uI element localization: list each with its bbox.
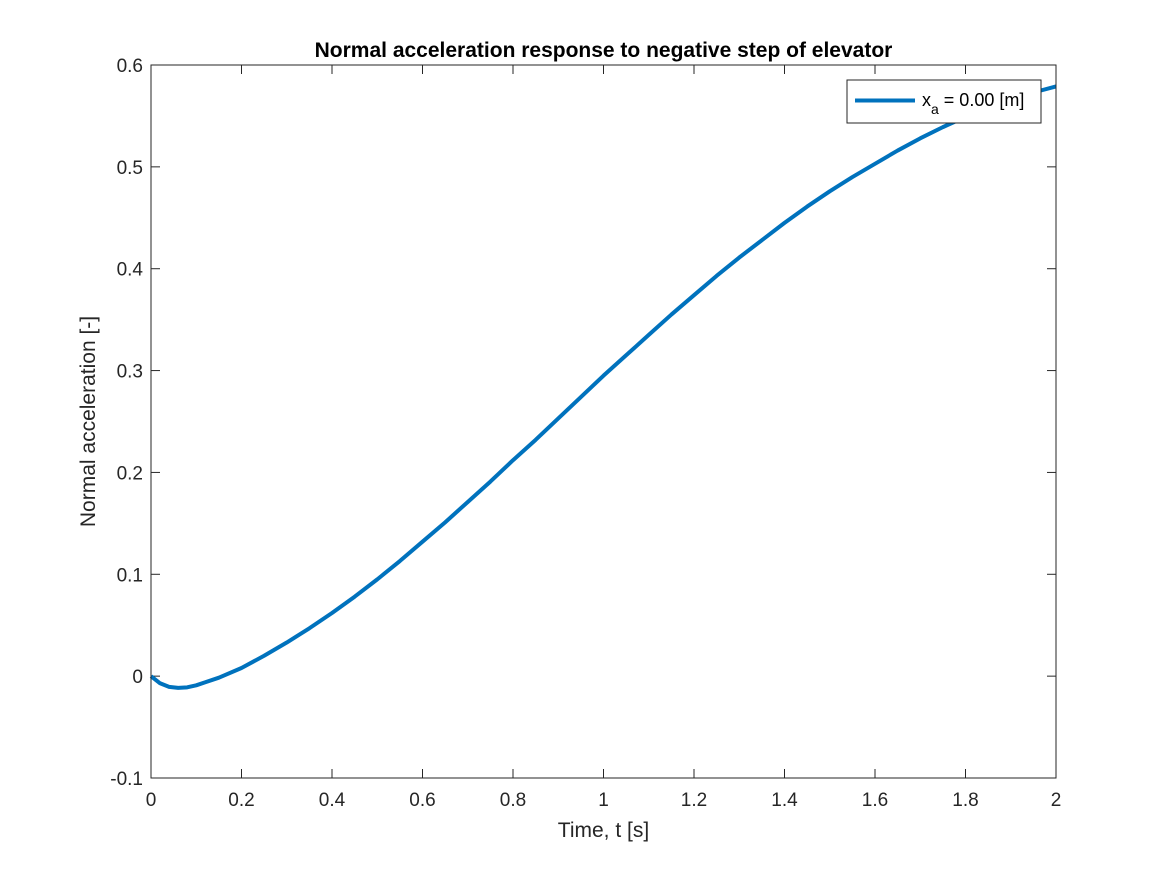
series-layer [149,84,1057,690]
y-tick-label: -0.1 [110,769,143,790]
chart-title: Normal acceleration response to negative… [315,39,893,62]
legend-label-subscript: a [931,101,939,117]
x-tick-label: 0 [146,790,157,811]
x-tick-label: 1.8 [952,790,978,811]
legend-label-rest: = 0.00 [m] [939,90,1025,110]
series-line [149,84,1057,690]
y-tick-label: 0.1 [117,565,143,586]
x-axis-label: Time, t [s] [558,819,649,842]
plot-area [151,65,1056,778]
y-tick-label: 0.5 [117,158,143,179]
y-tick-label: 0.2 [117,463,143,484]
y-tick-label: 0.6 [117,56,143,77]
x-tick-label: 1.2 [681,790,707,811]
y-tick-label: 0 [132,667,143,688]
axes-box [150,64,1057,779]
x-tick-label: 0.8 [500,790,526,811]
legend-label-main: x [922,90,931,110]
x-tick-label: 1.4 [771,790,798,811]
y-axis-label: Normal acceleration [-] [77,316,100,527]
y-tick-label: 0.3 [117,362,143,383]
legend: xa = 0.00 [m] [846,79,1042,124]
y-tick-label: 0.4 [117,260,144,281]
x-tick-label: 2 [1051,790,1062,811]
x-tick-label: 0.4 [319,790,346,811]
tick-labels: 0 0.2 0.4 0.6 0.8 1 1.2 1.4 1.6 1.8 2-0.100.10.20.… [110,56,1061,811]
x-tick-label: 0.6 [409,790,435,811]
x-tick-label: 1 [598,790,609,811]
x-tick-label: 1.6 [862,790,888,811]
legend-label: xa = 0.00 [m] [922,90,1024,117]
x-tick-label: 0.2 [228,790,254,811]
